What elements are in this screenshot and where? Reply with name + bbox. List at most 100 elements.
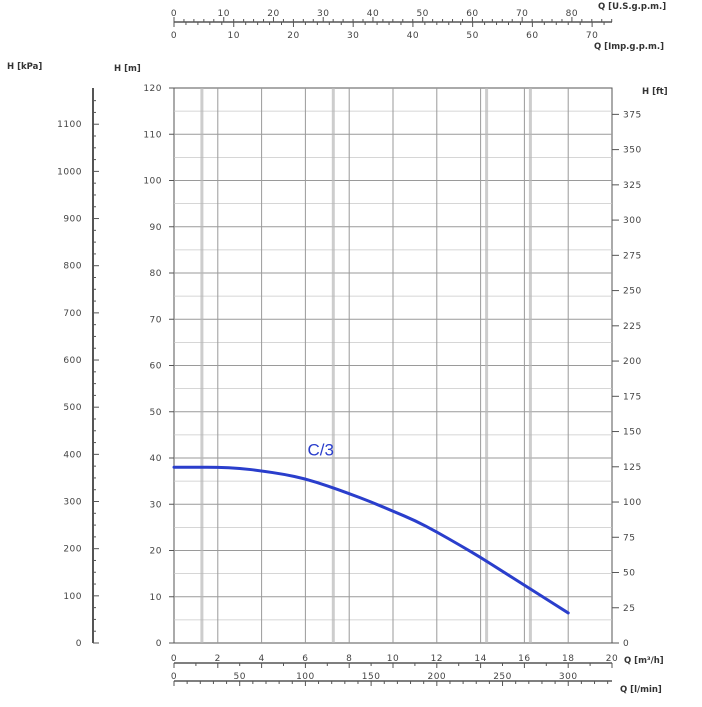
- tick-label-ft-y: 150: [623, 428, 642, 438]
- tick-label-ft-y: 175: [623, 392, 642, 402]
- tick-label-primary-y: 60: [150, 362, 162, 372]
- tick-label-kpa-y: 900: [63, 215, 82, 225]
- tick-label-primary-y: 80: [150, 269, 162, 279]
- tick-label-primary-y: 120: [143, 84, 162, 94]
- series-point: [195, 466, 197, 468]
- grid-layer: [173, 87, 613, 644]
- tick-label-primary-y: 30: [150, 500, 162, 510]
- series-label: C/3: [307, 441, 333, 460]
- tick-label-kpa-y: 700: [63, 309, 82, 319]
- tick-label-kpa-y: 100: [63, 592, 82, 602]
- tick-label-impgpm-x: 40: [407, 31, 419, 41]
- tick-label-m3h-x: 8: [346, 654, 352, 664]
- tick-label-impgpm-x: 60: [526, 31, 538, 41]
- series-point: [480, 556, 482, 559]
- tick-label-m3h-x: 18: [562, 654, 574, 664]
- tick-label-m3h-x: 0: [171, 654, 177, 664]
- series-layer: [172, 465, 570, 615]
- axis-title-impgpm: Q [Imp.g.p.m.]: [594, 42, 664, 52]
- tick-label-usgpm-x: 50: [416, 9, 428, 19]
- series-point: [414, 519, 416, 522]
- tick-label-ft-y: 0: [623, 639, 629, 649]
- axis-title-primary-y: H [m]: [114, 64, 141, 74]
- tick-label-ft-y: 125: [623, 463, 642, 473]
- tick-label-m3h-x: 20: [606, 654, 618, 664]
- tick-label-primary-y: 10: [150, 593, 162, 603]
- tick-label-lmin-x: 50: [233, 672, 245, 682]
- tick-label-lmin-x: 200: [427, 672, 446, 682]
- tick-label-usgpm-x: 10: [218, 9, 230, 19]
- series-point: [348, 493, 350, 495]
- tick-label-usgpm-x: 80: [566, 9, 578, 19]
- tick-label-lmin-x: 250: [493, 672, 512, 682]
- tick-label-kpa-y: 400: [63, 450, 82, 460]
- tick-label-impgpm-x: 10: [228, 31, 240, 41]
- series-point: [217, 466, 219, 468]
- tick-label-impgpm-x: 30: [347, 31, 359, 41]
- tick-label-usgpm-x: 70: [516, 9, 528, 19]
- tick-label-usgpm-x: 20: [267, 9, 279, 19]
- tick-label-ft-y: 300: [623, 216, 642, 226]
- tick-label-ft-y: 375: [623, 110, 642, 120]
- tick-label-kpa-y: 800: [63, 262, 82, 272]
- tick-label-usgpm-x: 60: [466, 9, 478, 19]
- tick-label-impgpm-x: 50: [466, 31, 478, 41]
- tick-label-primary-y: 110: [143, 130, 162, 140]
- tick-label-m3h-x: 10: [387, 654, 399, 664]
- axis-title-ft: H [ft]: [642, 87, 668, 97]
- series-point: [326, 485, 328, 487]
- tick-label-m3h-x: 16: [518, 654, 530, 664]
- tick-label-m3h-x: 4: [258, 654, 264, 664]
- tick-label-usgpm-x: 30: [317, 9, 329, 19]
- tick-label-ft-y: 250: [623, 287, 642, 297]
- axis-title-lmin: Q [l/min]: [620, 685, 662, 695]
- tick-label-kpa-y: 0: [76, 639, 82, 649]
- tick-label-primary-y: 90: [150, 223, 162, 233]
- series-point: [239, 467, 241, 469]
- tick-label-impgpm-x: 70: [586, 31, 598, 41]
- series-point: [304, 478, 306, 480]
- tick-label-usgpm-x: 40: [367, 9, 379, 19]
- tick-label-m3h-x: 2: [215, 654, 221, 664]
- series-point: [173, 466, 175, 468]
- series-point: [458, 543, 460, 546]
- series-point: [436, 531, 438, 533]
- tick-label-primary-y: 100: [143, 177, 162, 187]
- tick-label-kpa-y: 200: [63, 545, 82, 555]
- tick-label-primary-y: 40: [150, 454, 162, 464]
- series-point: [501, 570, 504, 572]
- tick-label-lmin-x: 150: [362, 672, 381, 682]
- tick-label-ft-y: 325: [623, 181, 642, 191]
- tick-label-lmin-x: 300: [559, 672, 578, 682]
- tick-label-kpa-y: 600: [63, 356, 82, 366]
- tick-label-ft-y: 100: [623, 498, 642, 508]
- tick-label-lmin-x: 100: [296, 672, 315, 682]
- tick-label-kpa-y: 500: [63, 403, 82, 413]
- tick-label-primary-y: 0: [156, 639, 162, 649]
- series-point: [282, 473, 285, 475]
- tick-label-ft-y: 225: [623, 322, 642, 332]
- tick-label-ft-y: 50: [623, 569, 635, 579]
- series-curve-c-3: [172, 465, 570, 615]
- tick-label-kpa-y: 1000: [57, 167, 82, 177]
- axis-title-kpa: H [kPa]: [7, 62, 42, 72]
- tick-label-kpa-y: 1100: [57, 120, 82, 130]
- tick-label-ft-y: 25: [623, 604, 635, 614]
- tick-label-m3h-x: 6: [302, 654, 308, 664]
- axis-title-m3h: Q [m³/h]: [624, 656, 664, 666]
- series-point: [370, 501, 372, 503]
- series-point: [567, 612, 569, 614]
- axes-layer: [92, 17, 619, 686]
- tick-label-ft-y: 200: [623, 357, 642, 367]
- tick-label-m3h-x: 14: [474, 654, 486, 664]
- series-point: [392, 510, 394, 512]
- tick-label-impgpm-x: 20: [287, 31, 299, 41]
- series-point: [261, 470, 263, 472]
- tick-label-ft-y: 75: [623, 533, 635, 543]
- tick-label-primary-y: 50: [150, 408, 162, 418]
- tick-label-primary-y: 70: [150, 315, 162, 325]
- tick-label-ft-y: 275: [623, 251, 642, 261]
- tick-label-ft-y: 350: [623, 146, 642, 156]
